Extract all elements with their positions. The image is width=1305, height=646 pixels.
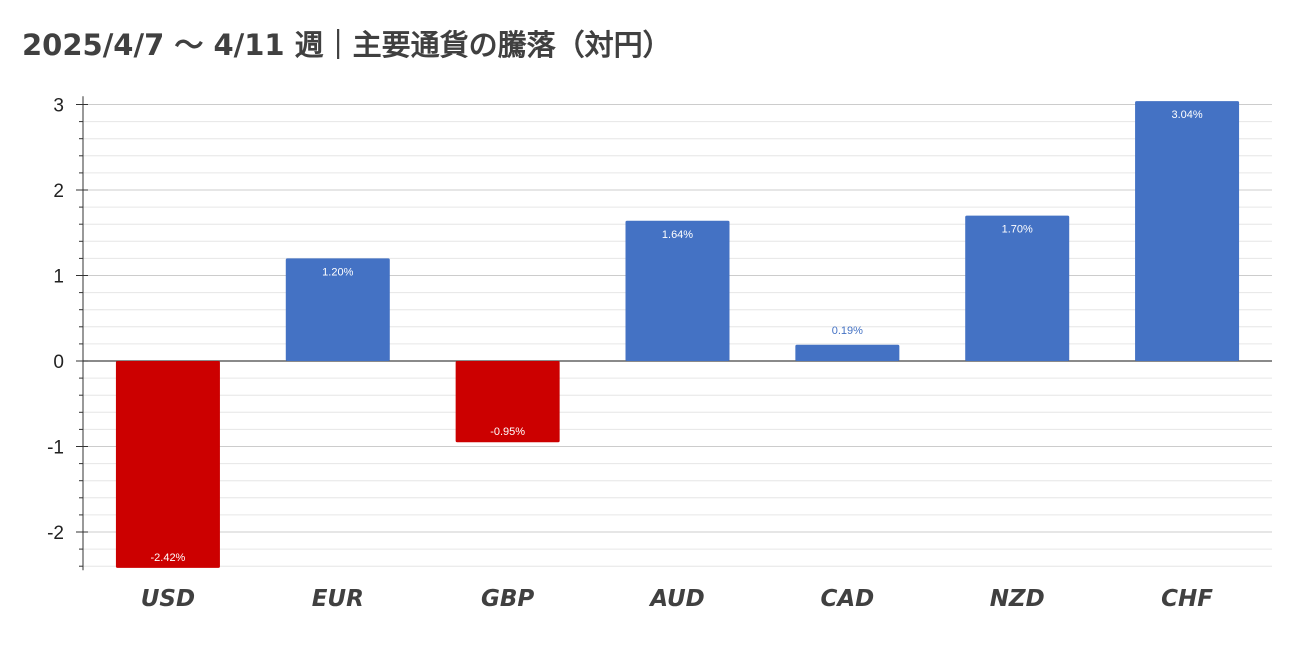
data-label-aud: 1.64% xyxy=(662,229,693,241)
data-label-chf: 3.04% xyxy=(1171,109,1202,121)
y-tick-label: 3 xyxy=(53,96,64,117)
y-tick-label: 2 xyxy=(53,181,64,202)
y-tick-label: -2 xyxy=(47,523,64,544)
chart-title: 2025/4/7 〜 4/11 週｜主要通貨の騰落（対円） xyxy=(22,28,672,62)
bar-eur xyxy=(285,258,390,361)
data-labels: -2.42% 1.20% -0.95% 1.64% 0.19% 1.70% 3.04% xyxy=(150,109,1202,564)
bar-gbp xyxy=(455,361,560,443)
data-label-nzd: 1.70% xyxy=(1002,224,1033,236)
category-label-eur: EUR xyxy=(312,586,364,612)
y-tick-label: -1 xyxy=(47,438,64,459)
category-labels: USD EUR GBP AUD CAD NZD CHF xyxy=(141,586,1214,612)
category-label-aud: AUD xyxy=(648,586,705,612)
data-label-gbp: -0.95% xyxy=(490,426,525,438)
bar-nzd xyxy=(965,215,1070,361)
bar-cad xyxy=(795,344,900,361)
y-tick-label: 0 xyxy=(53,352,64,373)
category-label-chf: CHF xyxy=(1161,586,1213,612)
bar-chf xyxy=(1135,101,1240,361)
bar-aud xyxy=(625,220,730,361)
category-label-gbp: GBP xyxy=(481,586,534,612)
y-axis: 3 2 1 0 -1 -2 xyxy=(47,96,88,571)
bars xyxy=(115,101,1240,568)
bar-usd xyxy=(115,361,220,568)
data-label-eur: 1.20% xyxy=(322,266,353,278)
y-tick-label: 1 xyxy=(53,267,64,288)
data-label-usd: -2.42% xyxy=(150,552,185,564)
data-label-cad: 0.19% xyxy=(832,325,863,337)
category-label-nzd: NZD xyxy=(990,586,1045,612)
category-label-usd: USD xyxy=(141,586,195,612)
category-label-cad: CAD xyxy=(820,586,874,612)
